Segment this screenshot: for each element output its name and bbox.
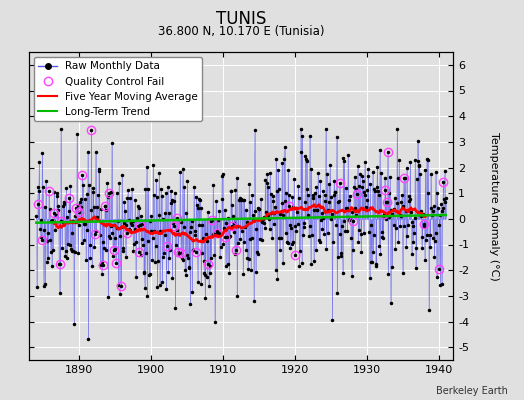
Legend: Raw Monthly Data, Quality Control Fail, Five Year Moving Average, Long-Term Tren: Raw Monthly Data, Quality Control Fail, … <box>34 57 202 121</box>
Y-axis label: Temperature Anomaly (°C): Temperature Anomaly (°C) <box>489 132 499 280</box>
Text: 36.800 N, 10.170 E (Tunisia): 36.800 N, 10.170 E (Tunisia) <box>158 25 324 38</box>
Text: Berkeley Earth: Berkeley Earth <box>436 386 508 396</box>
Text: TUNIS: TUNIS <box>216 10 266 28</box>
